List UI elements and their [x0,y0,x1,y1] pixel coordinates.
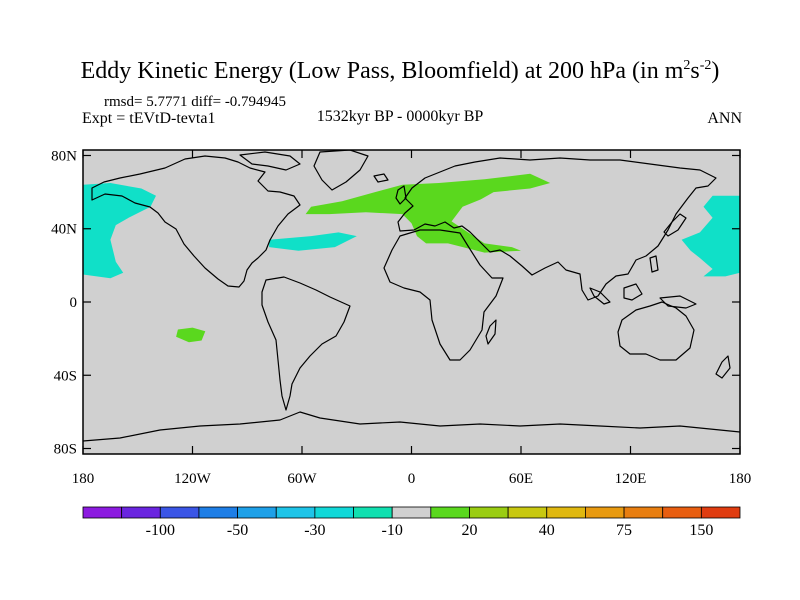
anomaly-north-pacific-east [83,183,156,279]
title-superscript-2: -2 [699,58,712,73]
coastline-philippines [649,255,659,273]
colorbar-swatch [662,506,702,519]
colorbar-swatch [198,506,238,519]
coastline-africa [383,229,504,361]
colorbar-swatch [391,506,432,519]
colorbar-swatch [546,506,586,519]
lon-tick-label: 60W [287,471,317,487]
rmsd-value: rmsd= 5.7771 [104,94,188,110]
anomaly-layer [83,173,740,343]
lon-tick-label: 180 [72,471,95,487]
lon-tick-label: 180 [729,471,752,487]
coastline-borneo [623,283,643,301]
colorbar-swatch [237,506,277,519]
coastline-north-america [91,155,301,288]
coastline-layer [83,150,740,442]
coastline-south-america [261,276,351,411]
lat-tick-label: 40N [51,222,77,238]
colorbar-swatch [700,506,741,519]
colorbar-label: -30 [304,522,325,539]
colorbar-label: 150 [689,522,713,539]
lon-tick-label: 0 [408,471,416,487]
coastline-eurasia [397,157,717,301]
colorbar-label: 40 [539,522,555,539]
title-superscript-1: 2 [683,58,691,73]
colorbar-swatch [314,506,354,519]
title-main: Eddy Kinetic Energy (Low Pass, Bloomfiel… [80,58,684,84]
title-middle: s [690,58,700,84]
colorbar-swatch [82,506,123,519]
colorbar: -100 -50 -30 -10 20 40 75 150 [82,506,741,539]
coastline-greenland [313,150,369,191]
colorbar-label: 75 [616,522,632,539]
coastline-new-guinea [659,295,697,309]
colorbar-swatch [623,506,664,519]
colorbar-swatch [430,506,470,519]
colorbar-label: -50 [227,522,248,539]
season-label: ANN [707,110,742,127]
colorbar-swatch [585,506,625,519]
experiment-label: Expt = tEVtD-tevta1 [82,110,216,127]
lon-tick-label: 120E [615,471,647,487]
anomaly-eurasia-jet [305,173,551,253]
coastline-arctic-islands [239,151,301,171]
colorbar-label: -100 [146,522,175,539]
lat-tick-label: 80S [54,442,77,458]
anomaly-north-atlantic [269,232,357,251]
lat-tick-label: 40S [54,368,77,384]
statistics-label: rmsd= 5.7771 diff= -0.794945 [104,94,286,111]
colorbar-swatch [507,506,548,519]
title-end: ) [711,58,720,84]
period-label: 1532kyr BP - 0000kyr BP [316,108,484,125]
axis-ticks: 80N 40N 0 40S 80S 180 120W 60W 0 60E 120E 180 [51,148,751,487]
coastline-madagascar [485,319,497,345]
coastline-sumatra [589,287,611,305]
lat-tick-label: 0 [70,295,78,311]
coastline-iceland [373,173,389,183]
colorbar-label: -10 [382,522,403,539]
anomaly-south-pacific-patch [176,327,206,343]
lon-tick-label: 120W [174,471,212,487]
coastline-antarctica [83,411,740,442]
colorbar-swatch [121,506,161,519]
colorbar-swatch [353,506,393,519]
lon-tick-label: 60E [509,471,533,487]
coastline-japan [663,213,687,237]
coastline-australia [617,301,695,361]
lat-tick-label: 80N [51,148,77,164]
colorbar-label: 20 [461,522,477,539]
colorbar-swatch [159,506,200,519]
diff-value: diff= -0.794945 [191,94,287,110]
colorbar-swatch [275,506,316,519]
anomaly-north-pacific-west [681,195,740,277]
page-title: Eddy Kinetic Energy (Low Pass, Bloomfiel… [0,58,800,85]
coastline-new-zealand [715,355,731,379]
coastline-british-isles [395,185,407,205]
colorbar-swatch [469,506,509,519]
